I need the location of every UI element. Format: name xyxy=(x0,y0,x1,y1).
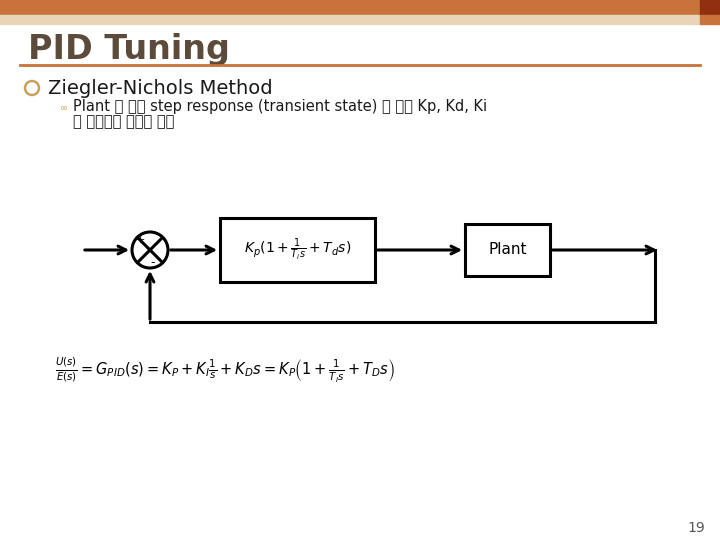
Bar xyxy=(700,15,720,24)
Text: -: - xyxy=(150,256,156,269)
Bar xyxy=(465,224,550,276)
Text: PID Tuning: PID Tuning xyxy=(28,33,230,66)
Text: Ziegler-Nichols Method: Ziegler-Nichols Method xyxy=(48,78,273,98)
Text: 19: 19 xyxy=(688,521,705,535)
Text: Plant 에 대한 step response (transient state) 로 부터 Kp, Kd, Ki: Plant 에 대한 step response (transient stat… xyxy=(73,99,487,114)
Text: 를 설정하는 실험적 방법: 를 설정하는 실험적 방법 xyxy=(73,114,174,130)
Text: ∞: ∞ xyxy=(60,103,68,113)
Bar xyxy=(220,218,375,282)
Text: +: + xyxy=(135,235,145,245)
Text: $\frac{U(s)}{E(s)} = G_{PID}(s) = K_P + K_I\frac{1}{s} + K_D s = K_P\left(1 + \f: $\frac{U(s)}{E(s)} = G_{PID}(s) = K_P + … xyxy=(55,355,395,384)
Bar xyxy=(0,0,700,15)
Bar xyxy=(0,15,700,24)
Bar xyxy=(700,0,720,15)
Text: $K_p(1+\frac{1}{T_i s}+T_d s)$: $K_p(1+\frac{1}{T_i s}+T_d s)$ xyxy=(244,237,351,263)
Text: Plant: Plant xyxy=(488,242,527,258)
